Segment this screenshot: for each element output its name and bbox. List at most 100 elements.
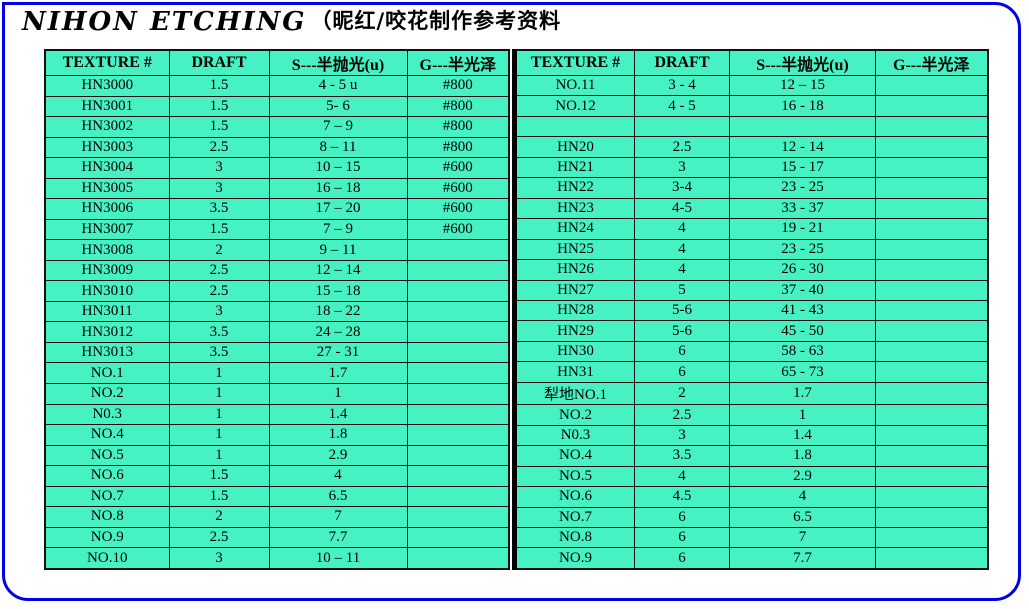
table-cell [875, 361, 988, 383]
table-row: HN3011 3 18 – 22 [44, 300, 510, 323]
table-cell [875, 197, 988, 220]
table-cell: 1.7 [729, 381, 876, 406]
table-cell: HN3010 [44, 280, 170, 302]
table-cell: HN27 [514, 279, 635, 301]
table-cell [406, 321, 510, 343]
table-cell: HN3005 [44, 177, 170, 200]
table-cell: 15 – 18 [268, 280, 408, 302]
table-cell: HN25 [514, 238, 635, 261]
table-cell [875, 381, 988, 406]
table-cell [875, 95, 988, 117]
table-row: HN3003 2.5 8 – 11 #800 [44, 136, 510, 159]
table-cell [875, 445, 988, 467]
table-cell: 12 – 15 [729, 74, 876, 97]
table-cell [875, 340, 988, 363]
table-cell: HN3008 [44, 239, 170, 261]
table-cell: 1.7 [268, 362, 408, 384]
table-row: HN28 5-6 41 - 43 [514, 299, 988, 322]
table-cell [406, 300, 510, 323]
table-cell: 33 - 37 [729, 197, 876, 220]
table-cell: 4 [729, 486, 876, 508]
table-cell: #800 [406, 75, 510, 97]
header-cell: TEXTURE # [44, 49, 170, 76]
table-cell: 6.5 [268, 485, 408, 508]
table-cell [875, 136, 988, 158]
table-row: HN29 5-6 45 - 50 [514, 320, 988, 342]
table-cell: 6 [634, 506, 730, 529]
table-cell: 6 [634, 547, 730, 570]
title-cjk: （昵红/咬花制作参考资料 [310, 9, 562, 33]
table-cell: HN20 [514, 136, 635, 158]
table-cell: NO.11 [514, 74, 635, 97]
page-title: NIHON ETCHING （昵红/咬花制作参考资料 [22, 5, 561, 37]
table-row: HN3002 1.5 7 – 9 #800 [44, 116, 510, 138]
table-cell [406, 259, 510, 282]
header-cell: S---半抛光(u) [729, 49, 876, 76]
table-cell: 45 - 50 [729, 320, 876, 342]
table-cell: 1 [268, 382, 408, 405]
table-cell [634, 115, 730, 138]
table-cell: NO.6 [514, 486, 635, 508]
table-cell: 1.5 [168, 116, 270, 138]
table-cell [406, 547, 510, 570]
table-cell: 2.5 [634, 404, 730, 426]
table-cell: 3 [634, 424, 730, 447]
left-reference-table: TEXTURE # DRAFT S---半抛光(u) G---半光泽 HN3000 1.… [44, 49, 510, 570]
table-cell: 7 – 9 [268, 218, 408, 241]
table-cell [875, 279, 988, 301]
table-cell [406, 485, 510, 508]
table-row: HN25 4 23 - 25 [514, 238, 988, 261]
table-cell: NO.8 [44, 506, 170, 528]
table-cell: HN3002 [44, 116, 170, 138]
table-row: HN3009 2.5 12 – 14 [44, 259, 510, 282]
table-cell: 1.4 [729, 424, 876, 447]
table-cell: HN3003 [44, 136, 170, 159]
table-cell: 1.4 [268, 403, 408, 426]
table-row [514, 115, 988, 138]
table-cell: 6 [634, 527, 730, 549]
table-cell [406, 506, 510, 528]
table-row: HN3005 3 16 – 18 #600 [44, 177, 510, 200]
table-cell: #600 [406, 198, 510, 220]
table-cell: NO.9 [44, 526, 170, 549]
table-cell: 1 [168, 424, 270, 446]
table-row: NO.6 1.5 4 [44, 465, 510, 487]
table-cell: HN23 [514, 197, 635, 220]
table-cell: 4 [634, 218, 730, 240]
table-cell: 3.5 [168, 321, 270, 343]
table-cell: NO.4 [44, 424, 170, 446]
table-cell: NO.2 [44, 382, 170, 405]
table-cell: 3-4 [634, 177, 730, 199]
table-cell [875, 547, 988, 570]
table-cell [875, 156, 988, 179]
table-cell: 1.8 [729, 445, 876, 467]
table-cell: NO.12 [514, 95, 635, 117]
table-row: NO.2 2.5 1 [514, 404, 988, 426]
table-cell [875, 527, 988, 549]
header-cell: DRAFT [634, 49, 730, 76]
table-row: HN3001 1.5 5- 6 #800 [44, 95, 510, 118]
table-cell [406, 526, 510, 549]
table-cell: 2.9 [268, 444, 408, 467]
table-cell: 7 – 9 [268, 116, 408, 138]
table-cell: 4 [634, 259, 730, 281]
table-cell: #600 [406, 218, 510, 241]
table-row: NO.7 6 6.5 [514, 506, 988, 529]
table-cell: NO.4 [514, 445, 635, 467]
table-row: N0.3 3 1.4 [514, 424, 988, 447]
table-cell: 1 [168, 382, 270, 405]
table-cell: 2.5 [168, 136, 270, 159]
table-cell: NO.6 [44, 465, 170, 487]
table-cell: 23 - 25 [729, 177, 876, 199]
table-cell [729, 115, 876, 138]
table-cell: 2.5 [168, 526, 270, 549]
table-cell [406, 444, 510, 467]
table-cell: HN24 [514, 218, 635, 240]
table-cell [875, 299, 988, 322]
table-cell: 4-5 [634, 197, 730, 220]
table-cell [406, 382, 510, 405]
right-reference-table: TEXTURE # DRAFT S---半抛光(u) G---半光泽 NO.11 3 -… [512, 49, 989, 570]
table-cell: 4 - 5 [634, 95, 730, 117]
table-cell [875, 465, 988, 488]
table-cell [875, 320, 988, 342]
